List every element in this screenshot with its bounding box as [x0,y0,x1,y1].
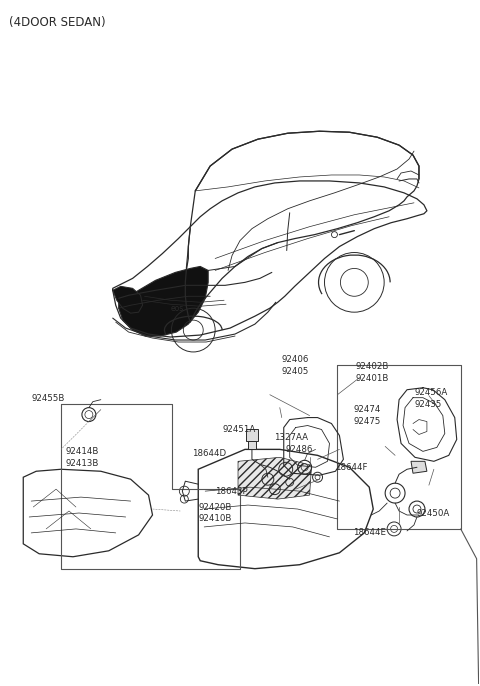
Polygon shape [246,429,258,441]
Text: 18644F: 18644F [336,463,368,472]
Text: 92486: 92486 [286,445,313,454]
Polygon shape [238,458,312,499]
Polygon shape [113,286,143,314]
Polygon shape [411,461,427,473]
Text: 92435: 92435 [415,400,443,409]
Text: 92456A: 92456A [415,388,448,397]
Text: (4DOOR SEDAN): (4DOOR SEDAN) [9,16,106,29]
Text: 18643P: 18643P [215,486,248,496]
Text: 92410B: 92410B [198,514,232,523]
Text: 18644E: 18644E [353,528,386,537]
Text: 92413B: 92413B [65,459,98,468]
Text: 18644D: 18644D [192,449,227,458]
Text: 92475: 92475 [353,417,381,426]
Polygon shape [248,441,256,449]
Text: 92474: 92474 [353,405,381,414]
Text: 92414B: 92414B [65,447,98,456]
Text: 92402B: 92402B [355,362,389,371]
Text: eos: eos [170,304,184,313]
Text: 92406: 92406 [282,355,309,364]
Text: 92450A: 92450A [417,508,450,517]
Text: 92405: 92405 [282,367,309,377]
Text: 92451A: 92451A [222,425,255,434]
Text: 1327AA: 1327AA [274,433,308,442]
Text: 92455B: 92455B [31,394,65,403]
Polygon shape [119,266,208,336]
Text: 92401B: 92401B [355,375,389,383]
Text: 92420B: 92420B [198,503,232,512]
